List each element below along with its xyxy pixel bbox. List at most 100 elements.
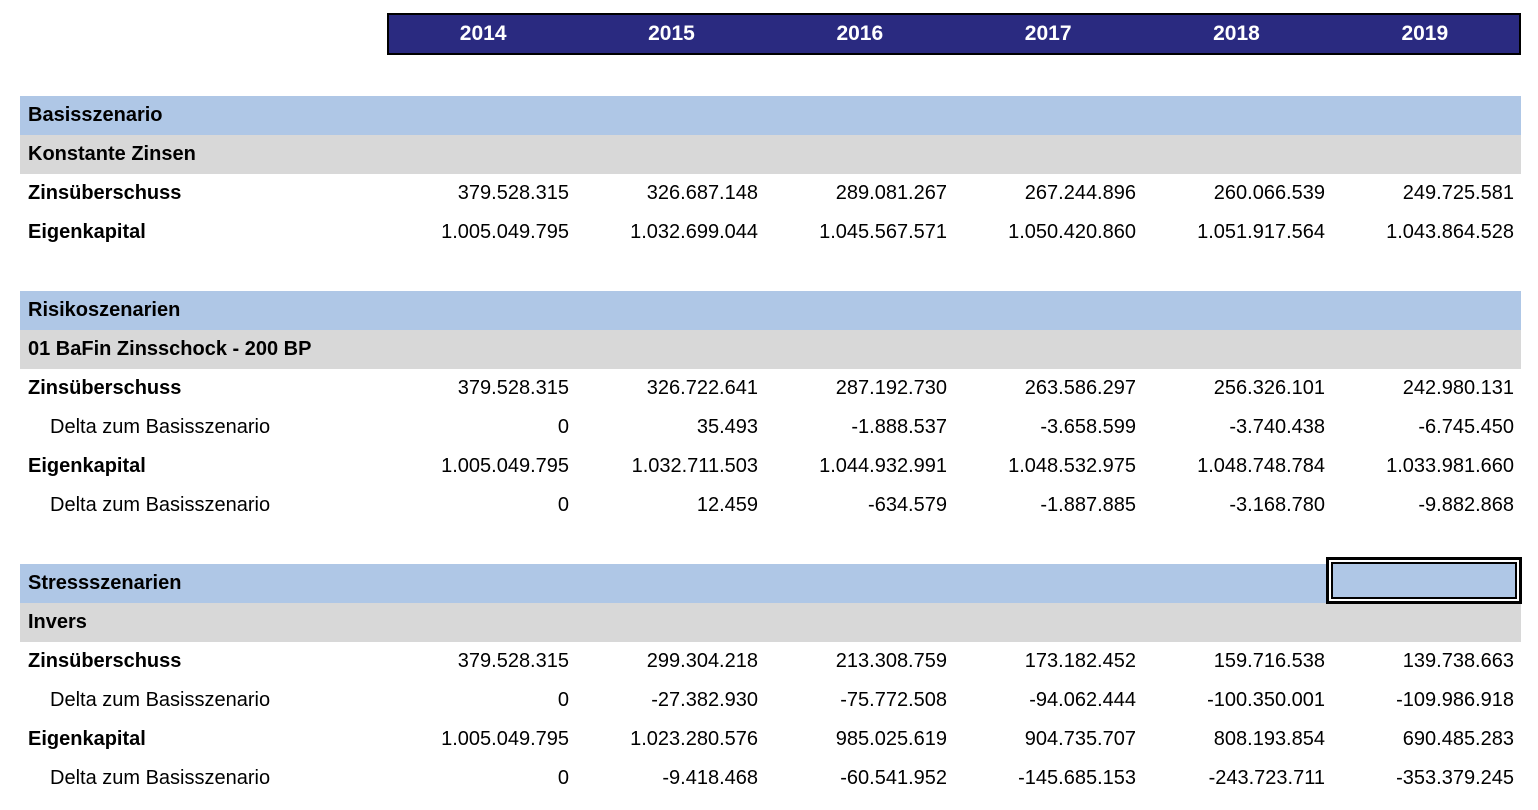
year-header-2015[interactable]: 2015 — [648, 22, 695, 45]
value-cell[interactable]: 287.192.730 — [835, 377, 947, 399]
value-cell[interactable]: 249.725.581 — [1402, 182, 1514, 204]
row-label[interactable]: Delta zum Basisszenario — [50, 416, 271, 438]
value-cell[interactable]: -27.382.930 — [651, 689, 758, 711]
value-cell[interactable]: 0 — [557, 689, 569, 711]
value-cell[interactable]: -145.685.153 — [1018, 767, 1136, 789]
table-row: Delta zum Basisszenario 0 -9.418.468 -60.54… — [20, 759, 1521, 798]
year-header-2019[interactable]: 2019 — [1401, 22, 1449, 45]
value-cell[interactable]: 0 — [557, 494, 569, 516]
section-subtitle: Invers — [28, 611, 87, 633]
row-label[interactable]: Zinsüberschuss — [28, 377, 182, 399]
value-cell[interactable]: 326.722.641 — [646, 377, 758, 399]
section-title-row-basisszenario[interactable]: Basisszenario — [20, 96, 1521, 135]
value-cell[interactable]: -1.888.537 — [851, 416, 947, 438]
value-cell[interactable]: 1.045.567.571 — [819, 221, 947, 243]
value-cell[interactable]: -100.350.001 — [1207, 689, 1325, 711]
section-title: Risikoszenarien — [28, 299, 181, 321]
value-cell[interactable]: 260.066.539 — [1213, 182, 1325, 204]
table-row: Zinsüberschuss 379.528.315 299.304.218 213.… — [20, 642, 1521, 681]
row-label[interactable]: Delta zum Basisszenario — [50, 689, 271, 711]
value-cell[interactable]: -3.658.599 — [1040, 416, 1136, 438]
value-cell[interactable]: 1.005.049.795 — [441, 455, 569, 477]
section-stressszenarien: Stressszenarien Invers Zinsüberschuss 379.5… — [20, 564, 1521, 798]
value-cell[interactable]: 213.308.759 — [835, 650, 947, 672]
table-row: Zinsüberschuss 379.528.315 326.722.641 287.… — [20, 369, 1521, 408]
value-cell[interactable]: -60.541.952 — [840, 767, 947, 789]
section-subtitle-row-risikoszenarien[interactable]: 01 BaFin Zinsschock - 200 BP — [20, 330, 1521, 369]
active-cell[interactable] — [1331, 562, 1517, 599]
value-cell[interactable]: 1.032.711.503 — [631, 455, 758, 477]
value-cell[interactable]: 1.044.932.991 — [819, 455, 947, 477]
value-cell[interactable]: 1.005.049.795 — [441, 728, 569, 750]
value-cell[interactable]: -109.986.918 — [1396, 689, 1514, 711]
value-cell[interactable]: -9.882.868 — [1418, 494, 1514, 516]
value-cell[interactable]: -1.887.885 — [1040, 494, 1136, 516]
value-cell[interactable]: 1.023.280.576 — [630, 728, 758, 750]
row-label[interactable]: Eigenkapital — [28, 221, 146, 243]
value-cell[interactable]: -243.723.711 — [1208, 767, 1325, 789]
value-cell[interactable]: 1.051.917.564 — [1197, 221, 1325, 243]
value-cell[interactable]: 1.048.532.975 — [1008, 455, 1136, 477]
value-cell[interactable]: 379.528.315 — [457, 650, 569, 672]
value-cell[interactable]: 1.005.049.795 — [441, 221, 569, 243]
table-row: Delta zum Basisszenario 0 -27.382.930 -75.7… — [20, 681, 1521, 720]
value-cell[interactable]: 0 — [557, 767, 569, 789]
row-label[interactable]: Eigenkapital — [28, 728, 146, 750]
value-cell[interactable]: 173.182.452 — [1024, 650, 1136, 672]
section-subtitle: Konstante Zinsen — [28, 143, 196, 165]
value-cell[interactable]: 0 — [557, 416, 569, 438]
year-header-2014[interactable]: 2014 — [459, 22, 507, 45]
value-cell[interactable]: 690.485.283 — [1402, 728, 1514, 750]
row-label[interactable]: Eigenkapital — [28, 455, 146, 477]
section-risikoszenarien: Risikoszenarien 01 BaFin Zinsschock - 200… — [20, 291, 1521, 525]
value-cell[interactable]: -634.579 — [868, 494, 947, 516]
row-label[interactable]: Zinsüberschuss — [28, 650, 182, 672]
row-label[interactable]: Zinsüberschuss — [28, 182, 182, 204]
row-label[interactable]: Delta zum Basisszenario — [50, 494, 271, 516]
value-cell[interactable]: 267.244.896 — [1024, 182, 1136, 204]
value-cell[interactable]: 299.304.218 — [646, 650, 758, 672]
value-cell[interactable]: 289.081.267 — [835, 182, 947, 204]
value-cell[interactable]: 1.048.748.784 — [1197, 455, 1325, 477]
value-cell[interactable]: 12.459 — [696, 494, 758, 516]
table-row: Zinsüberschuss 379.528.315 326.687.148 289.… — [20, 174, 1521, 213]
table-row: Eigenkapital 1.005.049.795 1.032.711.503 1.… — [20, 447, 1521, 486]
value-cell[interactable]: 1.043.864.528 — [1386, 221, 1514, 243]
value-cell[interactable]: 1.050.420.860 — [1008, 221, 1136, 243]
section-title-row-stressszenarien[interactable]: Stressszenarien — [20, 564, 1521, 603]
section-subtitle-row-basisszenario[interactable]: Konstante Zinsen — [20, 135, 1521, 174]
value-cell[interactable]: 256.326.101 — [1213, 377, 1325, 399]
active-cell-cursor[interactable] — [1326, 557, 1522, 604]
value-cell[interactable]: 326.687.148 — [646, 182, 758, 204]
value-cell[interactable]: 35.493 — [696, 416, 758, 438]
section-subtitle-row-stressszenarien[interactable]: Invers — [20, 603, 1521, 642]
active-cell-cursor-ring — [1329, 560, 1519, 601]
year-header-2018[interactable]: 2018 — [1213, 22, 1260, 45]
value-cell[interactable]: 139.738.663 — [1402, 650, 1514, 672]
value-cell[interactable]: 808.193.854 — [1213, 728, 1325, 750]
value-cell[interactable]: 379.528.315 — [457, 182, 569, 204]
value-cell[interactable]: -9.418.468 — [662, 767, 758, 789]
value-cell[interactable]: 1.032.699.044 — [630, 221, 758, 243]
value-cell[interactable]: -75.772.508 — [840, 689, 947, 711]
value-cell[interactable]: -3.740.438 — [1229, 416, 1325, 438]
value-cell[interactable]: 904.735.707 — [1024, 728, 1136, 750]
value-cell[interactable]: -94.062.444 — [1029, 689, 1136, 711]
value-cell[interactable]: 263.586.297 — [1024, 377, 1136, 399]
section-title-row-risikoszenarien[interactable]: Risikoszenarien — [20, 291, 1521, 330]
table-row: Eigenkapital 1.005.049.795 1.023.280.576 98… — [20, 720, 1521, 759]
year-header-2016[interactable]: 2016 — [836, 22, 884, 45]
value-cell[interactable]: 242.980.131 — [1402, 377, 1514, 399]
value-cell[interactable]: 1.033.981.660 — [1386, 455, 1514, 477]
value-cell[interactable]: -353.379.245 — [1396, 767, 1514, 789]
value-cell[interactable]: -6.745.450 — [1418, 416, 1514, 438]
value-cell[interactable]: -3.168.780 — [1229, 494, 1325, 516]
table-body: Basisszenario Konstante Zinsen Zinsübersch… — [20, 96, 1521, 798]
year-header-2017[interactable]: 2017 — [1024, 22, 1072, 45]
value-cell[interactable]: 159.716.538 — [1213, 650, 1325, 672]
value-cell[interactable]: 379.528.315 — [457, 377, 569, 399]
row-label[interactable]: Delta zum Basisszenario — [50, 767, 271, 789]
value-cell[interactable]: 985.025.619 — [835, 728, 947, 750]
section-subtitle: 01 BaFin Zinsschock - 200 BP — [28, 338, 312, 360]
section-title: Stressszenarien — [28, 572, 182, 594]
